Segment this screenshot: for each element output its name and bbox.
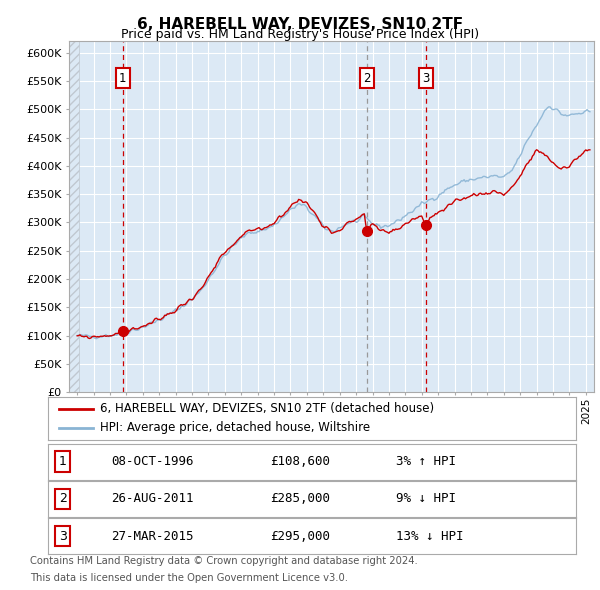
- Text: HPI: Average price, detached house, Wiltshire: HPI: Average price, detached house, Wilt…: [100, 421, 370, 434]
- Text: £285,000: £285,000: [270, 492, 330, 506]
- Text: 13% ↓ HPI: 13% ↓ HPI: [397, 529, 464, 543]
- Text: 6, HAREBELL WAY, DEVIZES, SN10 2TF: 6, HAREBELL WAY, DEVIZES, SN10 2TF: [137, 17, 463, 31]
- Text: Contains HM Land Registry data © Crown copyright and database right 2024.: Contains HM Land Registry data © Crown c…: [30, 556, 418, 566]
- Text: 3% ↑ HPI: 3% ↑ HPI: [397, 455, 457, 468]
- Text: 27-MAR-2015: 27-MAR-2015: [112, 529, 194, 543]
- Text: 08-OCT-1996: 08-OCT-1996: [112, 455, 194, 468]
- Text: 9% ↓ HPI: 9% ↓ HPI: [397, 492, 457, 506]
- Text: 2: 2: [59, 492, 67, 506]
- Text: This data is licensed under the Open Government Licence v3.0.: This data is licensed under the Open Gov…: [30, 573, 348, 583]
- Text: 2: 2: [363, 71, 371, 84]
- Text: £295,000: £295,000: [270, 529, 330, 543]
- Text: 3: 3: [422, 71, 429, 84]
- Text: £108,600: £108,600: [270, 455, 330, 468]
- Text: 26-AUG-2011: 26-AUG-2011: [112, 492, 194, 506]
- Text: 6, HAREBELL WAY, DEVIZES, SN10 2TF (detached house): 6, HAREBELL WAY, DEVIZES, SN10 2TF (deta…: [100, 402, 434, 415]
- Text: 1: 1: [59, 455, 67, 468]
- Text: Price paid vs. HM Land Registry's House Price Index (HPI): Price paid vs. HM Land Registry's House …: [121, 28, 479, 41]
- Text: 1: 1: [119, 71, 127, 84]
- Text: 3: 3: [59, 529, 67, 543]
